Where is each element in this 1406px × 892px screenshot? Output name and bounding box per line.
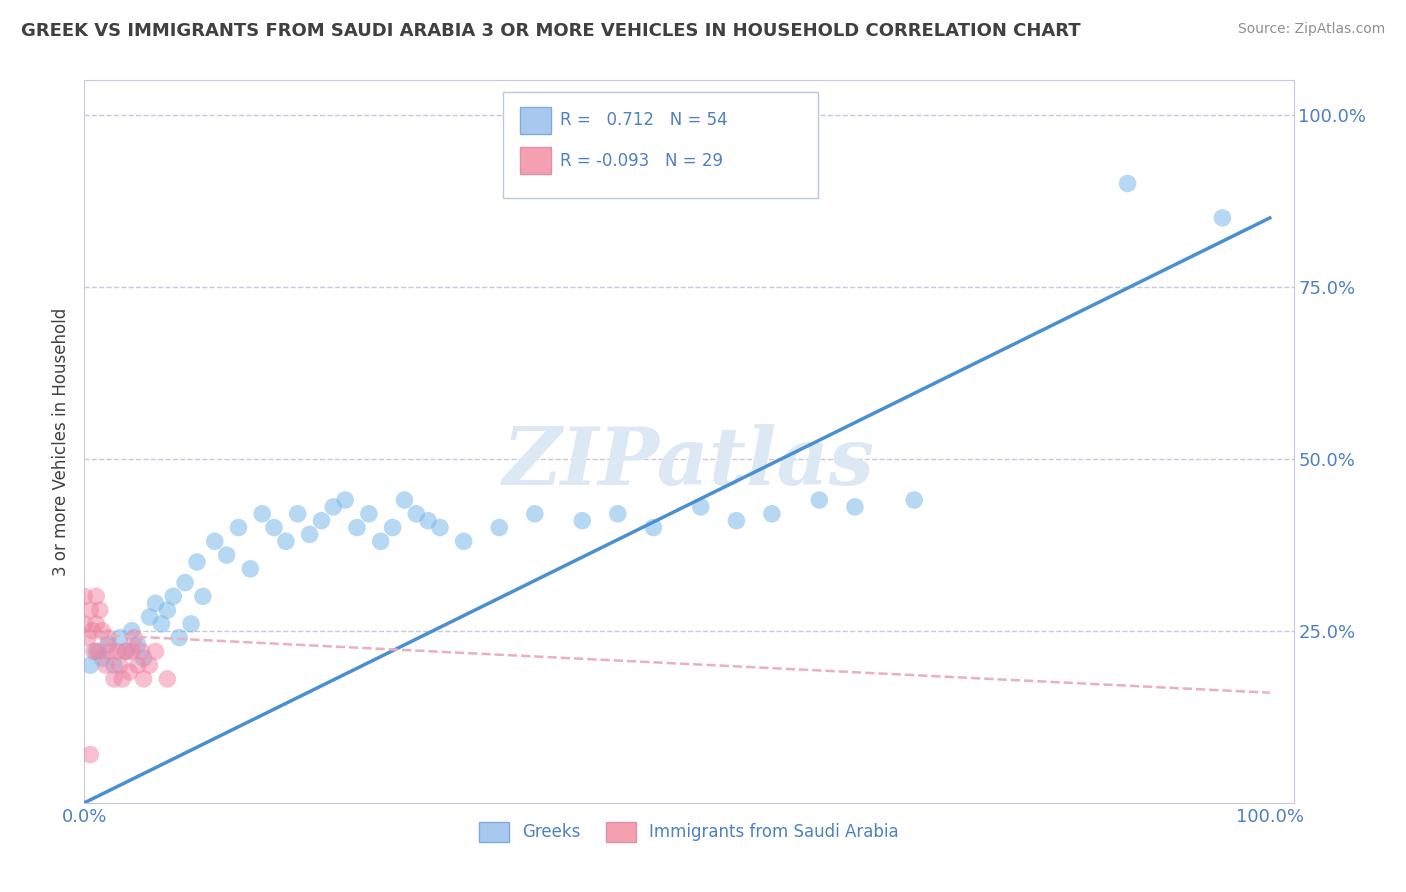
Text: R = -0.093   N = 29: R = -0.093 N = 29 [560,152,723,169]
Point [127,638,149,652]
Point [606,507,628,521]
Point [156,672,179,686]
Point [89,603,111,617]
Point [121,644,143,658]
Text: Source: ZipAtlas.com: Source: ZipAtlas.com [1237,22,1385,37]
Point [100,644,122,658]
Point [228,520,250,534]
Point [97,631,120,645]
Point [429,520,451,534]
Point [274,534,297,549]
Point [115,644,138,658]
Point [84,616,107,631]
Point [725,514,748,528]
Point [263,520,285,534]
Point [129,644,152,658]
Point [204,534,226,549]
Point [150,616,173,631]
Point [333,493,356,508]
Point [1211,211,1233,225]
Point [418,514,440,528]
Point [107,644,129,658]
Point [1116,177,1139,191]
Point [162,590,184,604]
Point [844,500,866,514]
Point [186,555,208,569]
Point [453,534,475,549]
Point [287,507,309,521]
Point [689,500,711,514]
Point [523,507,546,521]
Point [191,590,214,604]
Point [488,520,510,534]
Point [77,631,100,645]
Point [298,527,321,541]
Point [643,520,665,534]
Point [394,493,416,508]
Point [346,520,368,534]
Point [73,590,96,604]
Point [118,665,141,679]
Point [91,624,114,638]
Point [571,514,593,528]
Point [322,500,344,514]
Text: GREEK VS IMMIGRANTS FROM SAUDI ARABIA 3 OR MORE VEHICLES IN HOUSEHOLD CORRELATIO: GREEK VS IMMIGRANTS FROM SAUDI ARABIA 3 … [21,22,1081,40]
Text: R =   0.712   N = 54: R = 0.712 N = 54 [560,112,727,129]
Point [138,658,160,673]
Point [156,603,179,617]
Point [84,644,107,658]
Point [311,514,333,528]
Point [83,644,105,658]
Point [370,534,392,549]
Point [79,747,101,762]
Point [73,616,96,631]
Point [250,507,273,521]
Point [808,493,831,508]
Point [108,658,131,673]
Point [903,493,925,508]
Point [87,644,110,658]
Point [82,624,104,638]
Point [761,507,783,521]
Point [84,590,107,604]
Point [111,672,134,686]
Legend: Greeks, Immigrants from Saudi Arabia: Greeks, Immigrants from Saudi Arabia [472,815,905,848]
Point [103,658,125,673]
Point [357,507,380,521]
Point [132,651,155,665]
Point [127,658,149,673]
Point [174,575,197,590]
Point [103,672,125,686]
Point [122,631,145,645]
Point [115,644,138,658]
Point [97,638,120,652]
Point [180,616,202,631]
Point [215,548,238,562]
Point [145,644,167,658]
Point [167,631,190,645]
Point [79,603,101,617]
Point [138,610,160,624]
Point [239,562,262,576]
Point [145,596,167,610]
Point [108,631,131,645]
Point [132,672,155,686]
Point [91,651,114,665]
Point [405,507,427,521]
Point [79,658,101,673]
Text: ZIPatlas: ZIPatlas [503,425,875,502]
Point [381,520,404,534]
Point [94,658,117,673]
Y-axis label: 3 or more Vehicles in Household: 3 or more Vehicles in Household [52,308,70,575]
Point [121,624,143,638]
